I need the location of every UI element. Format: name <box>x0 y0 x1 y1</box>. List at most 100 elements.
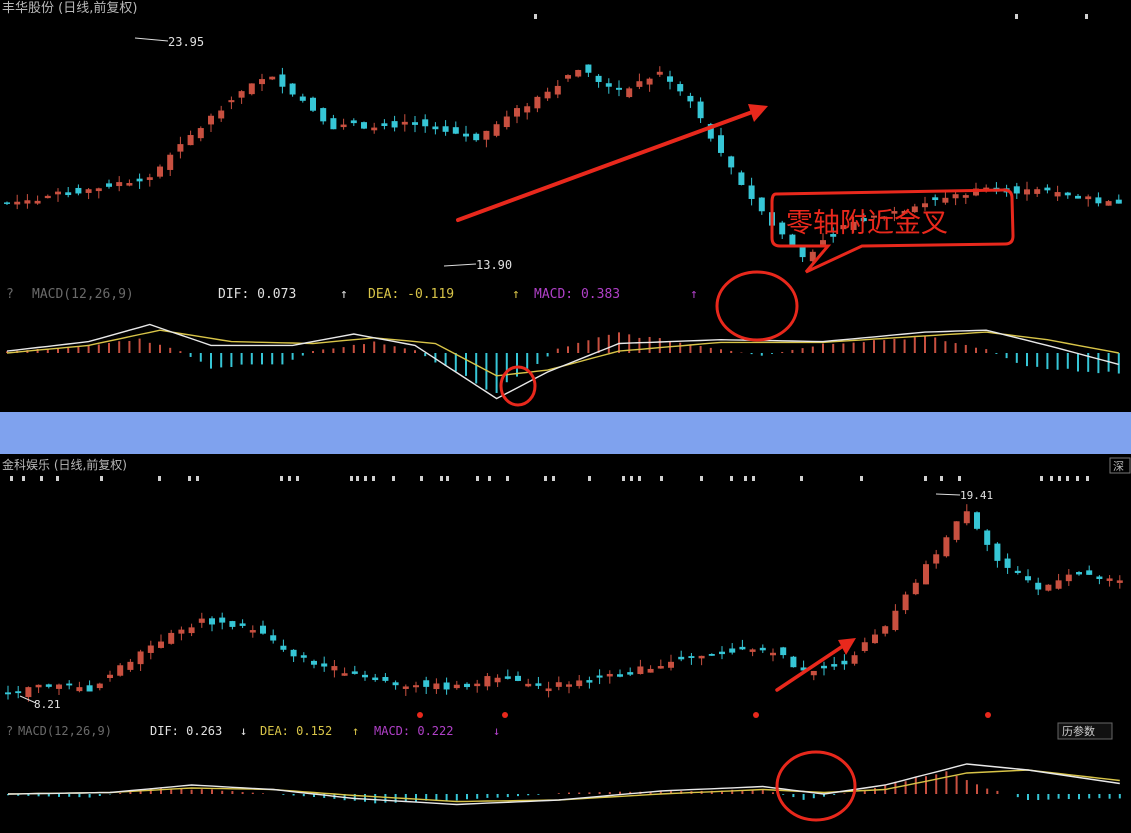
bottom-candle <box>1065 569 1072 586</box>
bottom-candle <box>708 653 715 656</box>
bottom-candle <box>678 650 685 662</box>
bottom-marker <box>1050 476 1053 481</box>
top-candle <box>238 90 245 104</box>
top-help-icon[interactable]: ? <box>6 287 14 302</box>
bottom-candle <box>229 620 236 630</box>
bottom-candle <box>535 676 542 689</box>
bottom-marker <box>56 476 59 481</box>
panel-separator <box>0 412 1131 454</box>
bottom-candle <box>117 663 124 677</box>
bottom-candle <box>188 623 195 637</box>
top-candle <box>503 110 510 130</box>
top-candle <box>1013 182 1020 200</box>
top-candle <box>55 188 61 202</box>
top-candle <box>595 74 602 88</box>
params-button[interactable] <box>1057 722 1113 740</box>
top-macd-value: MACD: 0.383 <box>534 287 620 302</box>
bottom-title: 金科娱乐 (日线,前复权) <box>2 457 127 472</box>
top-candle <box>116 176 123 192</box>
top-high-label: 23.95 <box>168 35 204 49</box>
top-candle <box>677 81 684 96</box>
bottom-highlight-circle <box>775 750 857 822</box>
bottom-candle <box>596 669 603 685</box>
bottom-candle <box>800 660 807 672</box>
bottom-candle <box>657 659 664 669</box>
bottom-candle <box>749 648 756 657</box>
bottom-candle <box>974 511 980 531</box>
top-high-leader <box>134 37 169 42</box>
bottom-candle <box>1096 575 1103 585</box>
top-candle <box>412 115 418 133</box>
top-candle <box>840 224 847 232</box>
bottom-marker <box>730 476 733 481</box>
top-candle <box>718 127 724 157</box>
bottom-marker <box>660 476 663 481</box>
top-candle <box>891 206 898 222</box>
bottom-marker <box>700 476 703 481</box>
bottom-candle <box>688 652 695 665</box>
top-marker <box>534 14 537 19</box>
bottom-marker <box>296 476 299 481</box>
top-candle <box>95 187 102 199</box>
top-candle <box>34 195 41 205</box>
bottom-candle <box>107 670 113 682</box>
bottom-candle <box>545 681 552 698</box>
bottom-candle <box>647 665 654 673</box>
bottom-candle <box>637 659 644 675</box>
bottom-candle <box>953 521 960 543</box>
bottom-candle <box>933 549 940 569</box>
bottom-candle <box>423 676 430 695</box>
bottom-candle <box>923 560 929 585</box>
top-candle <box>452 121 459 135</box>
bottom-event-markers <box>417 712 991 718</box>
bottom-candle <box>586 676 593 689</box>
bottom-marker <box>188 476 191 481</box>
top-candle <box>473 132 480 142</box>
bottom-marker <box>100 476 103 481</box>
bottom-candle <box>872 629 878 644</box>
top-candle <box>922 196 928 211</box>
bottom-candle <box>392 680 399 690</box>
bottom-marker <box>638 476 641 481</box>
top-dif-line <box>6 323 1119 400</box>
bottom-candle <box>698 655 705 666</box>
top-macd-name: MACD(12,26,9) <box>32 287 134 302</box>
top-candle <box>575 69 582 78</box>
bottom-candle <box>1004 553 1011 574</box>
bottom-marker-row <box>10 476 1089 481</box>
bottom-dea-value: DEA: 0.152 <box>260 724 332 738</box>
top-candle <box>14 194 21 210</box>
bottom-candle <box>1035 577 1042 596</box>
bottom-marker <box>752 476 755 481</box>
top-candle <box>432 122 439 135</box>
bottom-candle <box>892 604 899 632</box>
bottom-candle <box>198 612 205 628</box>
bottom-candle <box>158 634 164 649</box>
top-dif-value: DIF: 0.073 <box>218 287 296 302</box>
top-marker <box>1085 14 1088 19</box>
bottom-candle <box>566 681 572 694</box>
top-candle <box>177 136 184 159</box>
bottom-candle <box>86 680 93 692</box>
top-candle <box>534 95 541 113</box>
top-candle <box>157 164 163 179</box>
top-candle <box>1064 191 1071 199</box>
bottom-market-badge[interactable] <box>1109 457 1131 474</box>
bottom-candle <box>851 651 858 666</box>
bottom-candle <box>290 649 297 663</box>
top-macd-chart <box>6 323 1120 400</box>
bottom-help-icon[interactable]: ? <box>6 724 13 738</box>
bottom-marker <box>958 476 961 481</box>
top-candle <box>911 203 918 213</box>
top-panel: 丰华股份 (日线,前复权) 23.95 13.90 零轴附近金叉 ? MACD(… <box>1 0 1131 407</box>
bottom-candle <box>464 682 470 690</box>
top-candle <box>289 83 296 97</box>
bottom-marker <box>350 476 353 481</box>
top-candle <box>85 188 92 200</box>
top-candle <box>799 246 806 262</box>
bottom-marker <box>488 476 491 481</box>
top-candle <box>218 105 225 122</box>
top-candle <box>932 194 939 206</box>
bottom-marker <box>860 476 863 481</box>
